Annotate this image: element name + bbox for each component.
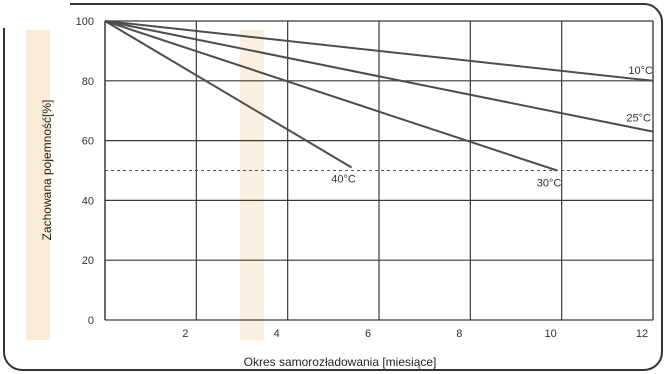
y-tick-label-80: 80 — [82, 76, 94, 88]
y-tick-label-0: 0 — [88, 315, 94, 327]
series-label-30-c: 30°C — [537, 178, 562, 190]
series-line-25-c — [104, 20, 654, 133]
series-line-30-c — [104, 20, 558, 172]
x-tick-label-8: 8 — [456, 328, 462, 340]
y-tick-label-40: 40 — [82, 195, 94, 207]
y-tick-label-100: 100 — [76, 16, 94, 28]
tick-labels: 0 20 40 60 80 100 2 4 6 8 10 12 — [76, 16, 648, 340]
series-label-10-c: 10°C — [628, 65, 653, 77]
grid — [104, 20, 654, 321]
x-tick-label-10: 10 — [545, 328, 557, 340]
x-tick-label-6: 6 — [365, 328, 371, 340]
series-line-40-c — [104, 20, 353, 169]
y-tick-label-60: 60 — [82, 136, 94, 148]
x-tick-label-2: 2 — [182, 328, 188, 340]
y-axis-title: Zachowana pojemność[%] — [40, 100, 54, 241]
frame-border — [3, 3, 663, 371]
frame-corner-cut — [0, 0, 70, 28]
x-axis-title: Okres samorozładowania [miesiące] — [244, 355, 437, 369]
y-tick-label-20: 20 — [82, 255, 94, 267]
series-label-25-c: 25°C — [626, 113, 651, 125]
watermark-bar-left — [26, 30, 50, 340]
x-tick-label-12: 12 — [636, 328, 648, 340]
series-line-10-c — [104, 20, 654, 82]
x-tick-label-4: 4 — [274, 328, 280, 340]
series-group: 10°C 25°C 30°C 40°C — [104, 20, 654, 190]
watermark-bar-middle — [240, 30, 264, 340]
series-label-40-c: 40°C — [331, 174, 356, 186]
